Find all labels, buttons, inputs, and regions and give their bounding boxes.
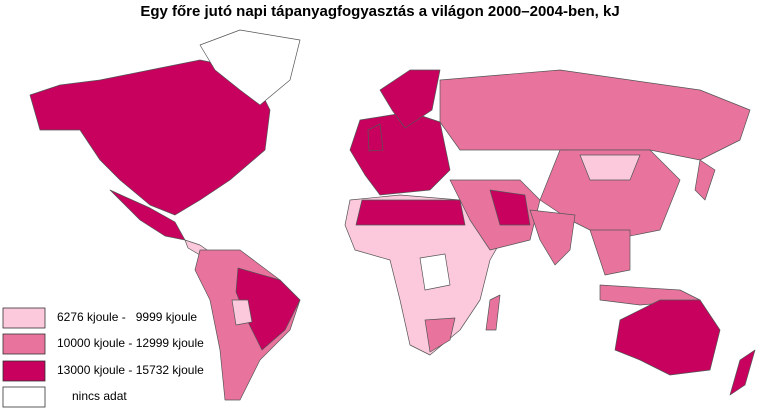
legend-label: nincs adat — [72, 389, 127, 403]
legend-label: 13000 kjoule - 15732 kjoule — [57, 363, 204, 377]
japan — [694, 159, 716, 201]
india — [529, 209, 576, 266]
central-africa — [419, 253, 451, 291]
uk — [367, 123, 384, 152]
australia — [614, 299, 721, 376]
madagascar — [485, 294, 501, 331]
iran — [489, 189, 531, 226]
new-zealand — [729, 349, 756, 396]
europe — [349, 111, 451, 196]
bolivia — [231, 299, 253, 326]
map-title: Egy főre jutó napi tápanyagfogyasztás a … — [140, 3, 619, 20]
china — [539, 149, 681, 241]
brazil — [235, 267, 301, 351]
legend-swatch — [2, 360, 46, 382]
countries — [29, 29, 756, 401]
legend-label: 10000 kjoule - 12999 kjoule — [57, 336, 204, 350]
north-africa — [355, 199, 466, 226]
legend-swatch — [2, 333, 46, 355]
greenland — [199, 29, 301, 106]
southeast-asia — [589, 229, 631, 276]
legend-swatch — [2, 307, 46, 329]
legend-label: 6276 kjoule - 9999 kjoule — [57, 310, 197, 324]
scandinavia — [379, 69, 441, 129]
legend-swatch — [2, 386, 46, 408]
legend: 6276 kjoule - 9999 kjoule 10000 kjoule - … — [2, 307, 204, 408]
north-america — [29, 59, 271, 216]
mongolia — [579, 154, 641, 181]
russia — [439, 69, 751, 161]
southern-africa — [424, 317, 456, 353]
